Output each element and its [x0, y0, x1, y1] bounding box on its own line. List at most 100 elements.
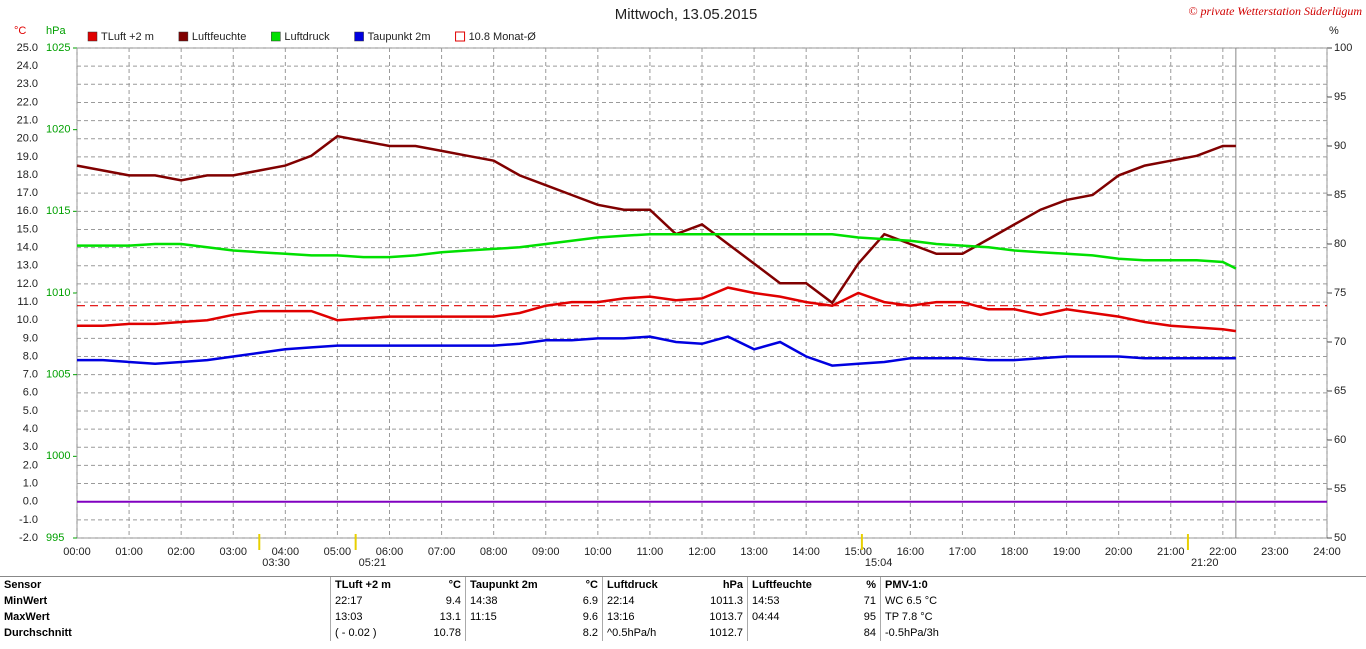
y3-tick-label: 100	[1334, 42, 1352, 54]
y-tick-label: 17.0	[17, 187, 38, 199]
y-tick-label: 0.0	[23, 496, 38, 508]
y2-tick-label: 995	[46, 532, 64, 544]
x-tick-label: 16:00	[897, 546, 925, 558]
y3-tick-label: 75	[1334, 287, 1346, 299]
table-cell: Taupunkt 2m	[465, 577, 574, 593]
y-tick-label: 8.0	[23, 350, 38, 362]
table-cell: MaxWert	[4, 611, 50, 623]
table-cell: 13:03	[330, 609, 423, 625]
x-tick-label: 02:00	[167, 546, 195, 558]
legend-swatch	[271, 31, 281, 42]
y-axis-unit: °C	[14, 25, 26, 37]
table: Sensor TLuft +2 m °C Taupunkt 2m °C Luftdruck…	[0, 577, 979, 641]
x-tick-label: 13:00	[740, 546, 768, 558]
table-cell: -0.5hPa/3h	[880, 625, 979, 641]
y-tick-label: 4.0	[23, 423, 38, 435]
x-tick-label: 08:00	[480, 546, 508, 558]
y-tick-label: 9.0	[23, 332, 38, 344]
table-row: MinWert 22:17 9.4 14:38 6.9 22:14 1011.3 14:53 7…	[0, 593, 979, 609]
x-tick-label: 10:00	[584, 546, 612, 558]
table-cell: TP 7.8 °C	[880, 609, 979, 625]
y-tick-label: 15.0	[17, 223, 38, 235]
y-tick-label: 20.0	[17, 133, 38, 145]
series-line	[77, 232, 1237, 270]
chart-title: Mittwoch, 13.05.2015	[615, 6, 758, 23]
table-row: MaxWert 13:03 13.1 11:15 9.6 13:16 1013.7 04:44…	[0, 609, 979, 625]
y-tick-label: -1.0	[19, 514, 38, 526]
table-cell: ( - 0.02 )	[330, 625, 423, 641]
table-cell	[747, 625, 846, 641]
credit: © private Wetterstation Süderlügum	[1188, 4, 1362, 18]
y-tick-label: 19.0	[17, 151, 38, 163]
y-tick-label: 25.0	[17, 42, 38, 54]
x-tick-label: 12:00	[688, 546, 716, 558]
table-cell: 22:17	[330, 593, 423, 609]
chart: Mittwoch, 13.05.2015 © private Wettersta…	[14, 4, 1362, 569]
y-tick-label: 7.0	[23, 369, 38, 381]
y-tick-label: 12.0	[17, 278, 38, 290]
event-label: 05:21	[359, 557, 387, 569]
y-tick-label: 1.0	[23, 477, 38, 489]
x-tick-label: 14:00	[792, 546, 820, 558]
y-tick-label: 16.0	[17, 205, 38, 217]
x-tick-label: 19:00	[1053, 546, 1081, 558]
table-cell: 14:53	[747, 593, 846, 609]
y2-tick-label: 1005	[46, 369, 70, 381]
y3-tick-label: 85	[1334, 189, 1346, 201]
legend-label: Luftdruck	[284, 31, 330, 43]
table-row: Durchschnitt ( - 0.02 ) 10.78 8.2 ^0.5hPa/h 1…	[0, 625, 979, 641]
y3-axis-unit: %	[1329, 25, 1339, 37]
y-tick-label: 10.0	[17, 314, 38, 326]
table-cell: 9.4	[445, 595, 461, 607]
table-cell: 04:44	[747, 609, 846, 625]
table-cell: 9.6	[582, 611, 598, 623]
table-cell: °C	[585, 579, 598, 591]
table-cell: PMV-1:0	[880, 577, 979, 593]
table-cell: MinWert	[4, 595, 48, 607]
y3-tick-label: 80	[1334, 238, 1346, 250]
series-line	[77, 335, 1236, 367]
y-tick-label: 14.0	[17, 242, 38, 254]
table-cell: 84	[863, 627, 876, 639]
table-cell: Durchschnitt	[4, 627, 72, 639]
y-tick-label: 18.0	[17, 169, 38, 181]
x-tick-label: 07:00	[428, 546, 456, 558]
legend-swatch	[87, 31, 98, 42]
y-tick-label: 5.0	[23, 405, 38, 417]
table-cell: 14:38	[465, 593, 574, 609]
x-tick-label: 05:00	[324, 546, 352, 558]
legend-swatch	[455, 31, 466, 42]
y-tick-label: -2.0	[19, 532, 38, 544]
table-cell: 71	[863, 595, 876, 607]
event-label: 21:20	[1191, 557, 1219, 569]
legend-label: Luftfeuchte	[192, 31, 246, 43]
table-cell: 1011.3	[710, 595, 743, 607]
table-cell: Luftfeuchte	[747, 577, 846, 593]
table-row: Sensor TLuft +2 m °C Taupunkt 2m °C Luftdruck…	[0, 577, 979, 593]
x-tick-label: 23:00	[1261, 546, 1289, 558]
x-tick-label: 04:00	[272, 546, 300, 558]
x-tick-label: 21:00	[1157, 546, 1185, 558]
legend-label: TLuft +2 m	[101, 31, 154, 43]
table-cell: 22:14	[602, 593, 695, 609]
y3-tick-label: 90	[1334, 140, 1346, 152]
x-tick-label: 09:00	[532, 546, 560, 558]
y2-tick-label: 1025	[46, 42, 70, 54]
table-cell: 1013.7	[709, 611, 743, 623]
table-cell: TLuft +2 m	[330, 577, 423, 593]
table-cell: 13:16	[602, 609, 695, 625]
y-tick-label: 11.0	[17, 296, 38, 308]
table-cell: 13.1	[439, 611, 461, 623]
table-cell: Luftdruck	[602, 577, 695, 593]
y3-tick-label: 95	[1334, 91, 1346, 103]
x-tick-label: 00:00	[63, 546, 91, 558]
y3-tick-label: 70	[1334, 336, 1346, 348]
table-cell: %	[866, 579, 876, 591]
y3-tick-label: 60	[1334, 434, 1346, 446]
x-tick-label: 11:00	[637, 546, 664, 558]
table-cell: 10.78	[433, 627, 461, 639]
table-cell: 1012.7	[709, 627, 743, 639]
table-cell: 95	[863, 611, 876, 623]
series-line	[77, 286, 1237, 333]
table-cell: WC 6.5 °C	[880, 593, 979, 609]
